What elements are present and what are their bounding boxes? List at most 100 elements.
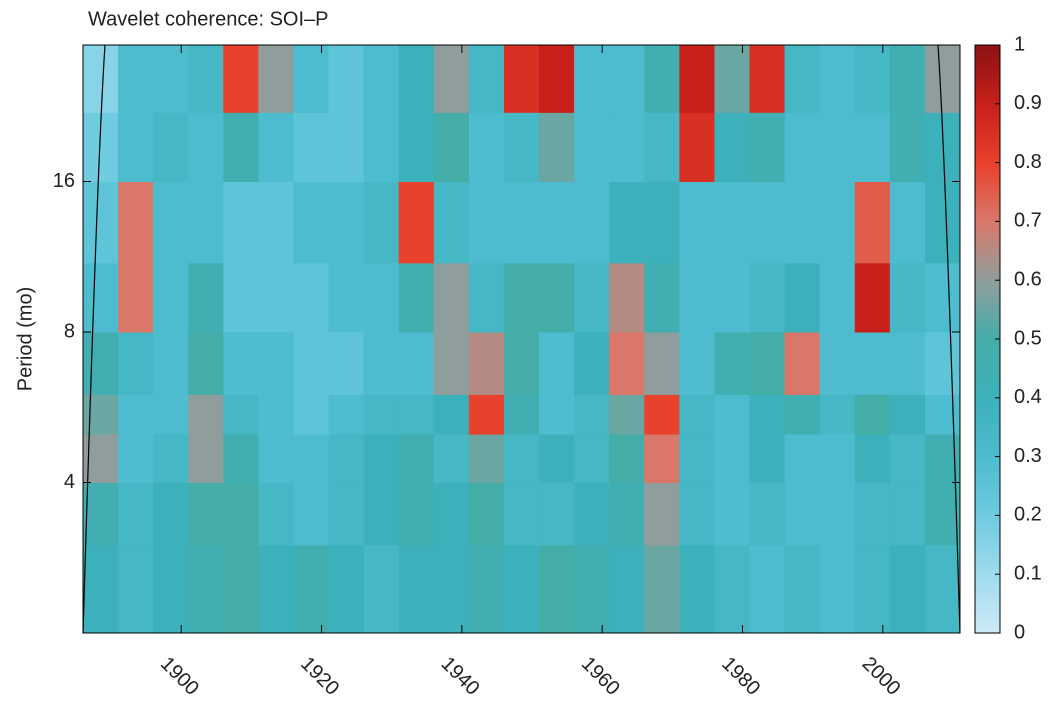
cone-of-influence [82,44,106,634]
colorbar-band [975,245,1000,252]
colorbar-band [975,147,1000,154]
heatmap-cell [644,434,680,483]
heatmap-cell [258,262,294,333]
heatmap-cell [889,45,926,113]
colorbar-band [975,241,1000,247]
heatmap-cell [819,181,856,264]
colorbar-band [975,226,1000,232]
heatmap-cell [889,544,926,634]
colorbar-band [975,157,1000,164]
colorbar-band [975,343,1000,350]
colorbar-band [975,294,1000,301]
heatmap-cell [714,544,751,634]
heatmap-cell [83,262,119,333]
heatmap-cell [398,45,435,113]
heatmap-cell [714,45,751,113]
heatmap-cell [293,331,330,395]
colorbar-band [975,510,1000,516]
colorbar-band [975,187,1000,193]
heatmap-cell [433,181,470,264]
heatmap-cell [889,394,926,435]
heatmap-cell [468,544,505,634]
colorbar-band [975,143,1000,149]
heatmap-cell [223,181,259,264]
colorbar-band [975,329,1000,335]
heatmap-cell [819,482,856,546]
colorbar-band [975,490,1000,497]
heatmap-cell [363,394,400,435]
heatmap-cell [83,45,119,113]
y-tick-label: 4 [64,471,75,493]
heatmap-cell [223,45,259,113]
colorbar-tick-label: 0.9 [1014,92,1042,114]
colorbar-band [975,603,1000,609]
heatmap-cell [644,331,680,395]
colorbar-band [975,108,1000,115]
colorbar-band [975,275,1000,281]
heatmap-cell [118,544,154,634]
heatmap-cell [539,45,575,113]
colorbar-tick-label: 0.4 [1014,386,1042,408]
colorbar-band [975,544,1000,551]
heatmap-cell [819,112,856,182]
colorbar-band [975,196,1000,203]
colorbar-band [975,290,1000,296]
heatmap-cell [293,544,330,634]
heatmap-cell [433,112,470,182]
heatmap-cell [223,544,259,634]
heatmap-cell [679,482,715,546]
heatmap-cell [924,45,961,113]
heatmap-cell [503,262,540,333]
heatmap-cell [363,181,400,264]
heatmap-cell [468,262,505,333]
heatmap-cell [188,544,224,634]
heatmap-cell [468,112,505,182]
heatmap-cell [293,434,330,483]
colorbar-band [975,89,1000,95]
colorbar-band [975,45,1000,51]
colorbar-band [975,495,1000,502]
heatmap-cell [679,262,715,333]
heatmap-cell [328,482,365,546]
heatmap-cell [784,181,821,264]
heatmap-cell [503,112,540,182]
heatmap-cell [188,181,224,264]
heatmap-cell [433,482,470,546]
colorbar-band [975,530,1000,536]
colorbar-tick-label: 0.6 [1014,268,1042,290]
heatmap-cell [889,482,926,546]
colorbar-band [975,138,1000,144]
colorbar-band [975,280,1000,286]
heatmap-cell [539,544,575,634]
colorbar-band [975,554,1000,560]
heatmap-cell [784,331,821,395]
heatmap-cell [153,45,189,113]
colorbar-band [975,103,1000,110]
heatmap-cell [539,181,575,264]
colorbar-band [975,201,1000,208]
heatmap-cell [679,331,715,395]
heatmap-cell [363,434,400,483]
colorbar-band [975,216,1000,222]
heatmap-cell [433,45,470,113]
heatmap-cell [609,45,645,113]
colorbar-tick-label: 0.1 [1014,562,1042,584]
colorbar-band [975,446,1000,453]
heatmap-cell [363,544,400,634]
colorbar-band [975,324,1000,330]
heatmap-cell [609,331,645,395]
heatmap-cell [153,482,189,546]
colorbar-band [975,505,1000,511]
colorbar-band [975,593,1000,600]
heatmap-cell [223,394,259,435]
heatmap-cell [644,482,680,546]
colorbar-band [975,211,1000,217]
colorbar-band [975,353,1000,360]
heatmap-cell [679,394,715,435]
colorbar-band [975,588,1000,595]
colorbar-band [975,618,1000,624]
heatmap-cell [433,262,470,333]
heatmap-cell [924,544,961,634]
heatmap-cell [223,434,259,483]
heatmap-cell [889,262,926,333]
